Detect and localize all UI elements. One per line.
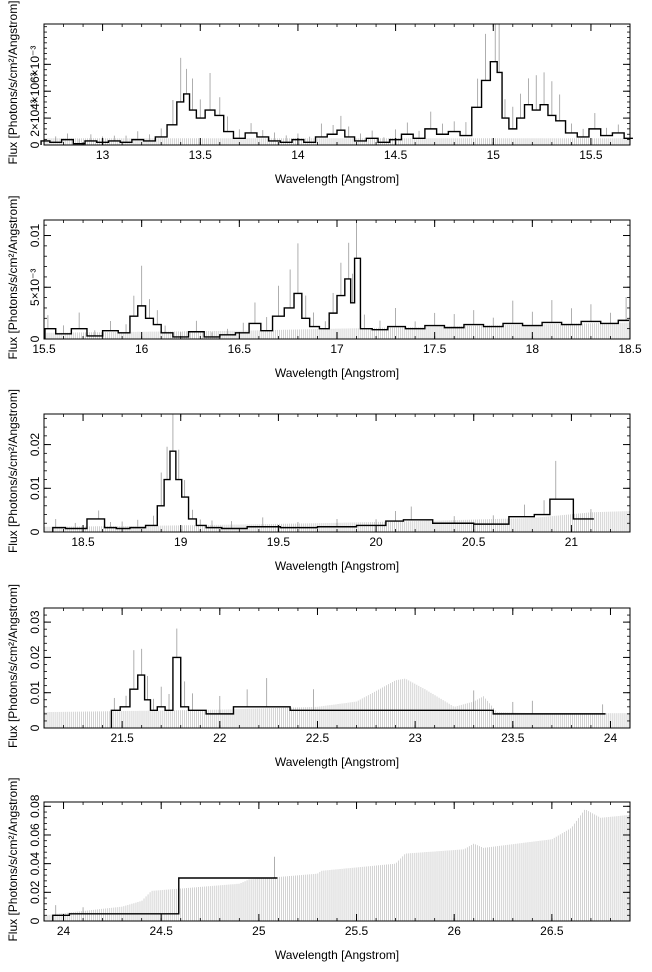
data-step-line — [52, 877, 278, 921]
model-series — [44, 809, 630, 921]
y-tick-label: 0 — [28, 528, 42, 535]
x-tick-label: 19 — [174, 535, 188, 549]
y-tick-label: 0.01 — [28, 476, 42, 500]
chart-panel-2: 15.5 16 16.5 17 17.5 18 18.5 0 5×10⁻³ 0.01 Wavelen… — [6, 195, 642, 380]
data-series — [52, 856, 278, 921]
y-axis-label: Flux [Photons/s/cm²/Angstrom] — [6, 777, 20, 941]
x-axis-label: Wavelength [Angstrom] — [275, 559, 399, 573]
y-tick-label: 4×10⁻³ — [28, 73, 42, 110]
y-tick-label: 0.04 — [28, 852, 42, 876]
y-tick-label: 0 — [28, 724, 42, 731]
y-axis-label: Flux [Photons/s/cm²/Angstrom] — [6, 195, 20, 359]
model-series — [44, 138, 630, 145]
x-tick-label: 19.5 — [267, 535, 291, 549]
data-step-line — [44, 257, 630, 339]
x-tick-label: 26.5 — [540, 924, 564, 938]
x-tick-label: 25 — [252, 924, 266, 938]
x-tick-label: 22 — [213, 731, 227, 745]
x-tick-label: 18.5 — [71, 535, 95, 549]
x-tick-label: 21 — [565, 535, 579, 549]
x-tick-label: 16 — [135, 342, 149, 356]
data-series — [110, 628, 606, 728]
plot-frame — [43, 23, 631, 146]
chart-panel-4: 21.5 22 22.5 23 23.5 24 0 0.01 0.02 0.03 Wavelengt… — [6, 584, 631, 769]
y-tick-label: 0.01 — [28, 224, 42, 248]
data-series — [44, 220, 630, 339]
x-tick-label: 26 — [448, 924, 462, 938]
y-tick-label: 0.06 — [28, 823, 42, 847]
y-tick-label: 0.01 — [28, 681, 42, 705]
x-axis-label: Wavelength [Angstrom] — [275, 755, 399, 769]
x-tick-label: 25.5 — [345, 924, 369, 938]
y-tick-label: 5×10⁻³ — [28, 269, 42, 306]
x-tick-label: 18 — [526, 342, 540, 356]
x-tick-label: 20.5 — [462, 535, 486, 549]
x-axis-label: Wavelength [Angstrom] — [275, 948, 399, 962]
model-series — [44, 678, 630, 728]
y-tick-label: 0.03 — [28, 610, 42, 634]
plot-frame — [43, 219, 631, 340]
y-tick-label: 0 — [28, 917, 42, 924]
y-tick-label: 6×10⁻³ — [28, 46, 42, 83]
data-step-line — [52, 450, 594, 532]
y-tick-label: 0.02 — [28, 433, 42, 457]
y-tick-label: 0.02 — [28, 880, 42, 904]
model-series — [44, 322, 630, 339]
y-axis-label: Flux [Photons/s/cm²/Angstrom] — [6, 0, 20, 164]
data-series — [40, 24, 633, 145]
x-axis-label: Wavelength [Angstrom] — [275, 366, 399, 380]
x-tick-label: 20 — [369, 535, 383, 549]
x-tick-label: 24 — [57, 924, 71, 938]
chart-panel-1: 13 13.5 14 14.5 15 15.5 0 2×10⁻³4×10⁻³6×10⁻³ Wav… — [6, 0, 633, 186]
x-tick-label: 17 — [330, 342, 344, 356]
y-axis-label: Flux [Photons/s/cm²/Angstrom] — [6, 389, 20, 553]
x-tick-label: 23.5 — [501, 731, 525, 745]
y-tick-label: 0 — [28, 141, 42, 148]
x-tick-label: 13 — [96, 148, 110, 162]
chart-panel-5: 24 24.5 25 25.5 26 26.5 0 0.02 0.04 0.06 0.08 Wavel… — [6, 777, 631, 962]
chart-panel-3: 18.5 19 19.5 20 20.5 21 0 0.01 0.02 Wavelength [A… — [6, 389, 631, 573]
y-tick-label: 0.02 — [28, 645, 42, 669]
y-axis-label: Flux [Photons/s/cm²/Angstrom] — [6, 584, 20, 748]
x-tick-label: 23 — [408, 731, 422, 745]
x-tick-label: 15 — [487, 148, 501, 162]
x-tick-label: 16.5 — [228, 342, 252, 356]
x-tick-label: 22.5 — [306, 731, 330, 745]
data-series — [52, 414, 594, 532]
data-step-line — [40, 60, 633, 145]
x-tick-label: 24.5 — [150, 924, 174, 938]
y-tick-label: 0.08 — [28, 794, 42, 818]
x-tick-label: 15.5 — [32, 342, 56, 356]
y-tick-label: 0 — [28, 335, 42, 342]
x-tick-label: 17.5 — [423, 342, 447, 356]
x-tick-label: 14.5 — [384, 148, 408, 162]
x-tick-label: 13.5 — [189, 148, 213, 162]
x-axis-label: Wavelength [Angstrom] — [275, 172, 399, 186]
x-tick-label: 15.5 — [579, 148, 603, 162]
x-tick-label: 24 — [604, 731, 618, 745]
x-tick-label: 18.5 — [618, 342, 642, 356]
y-tick-label: 2×10⁻³ — [28, 99, 42, 136]
x-tick-label: 14 — [291, 148, 305, 162]
x-tick-label: 21.5 — [110, 731, 134, 745]
data-step-line — [110, 656, 606, 728]
